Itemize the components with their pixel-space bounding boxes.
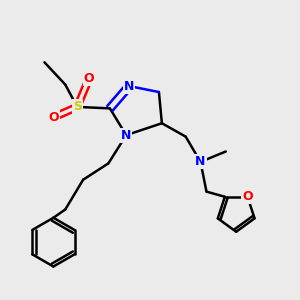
Text: O: O bbox=[48, 111, 59, 124]
Text: N: N bbox=[195, 155, 206, 168]
Text: N: N bbox=[121, 129, 131, 142]
Text: N: N bbox=[124, 80, 134, 93]
Text: S: S bbox=[73, 100, 82, 113]
Text: O: O bbox=[84, 72, 94, 85]
Text: O: O bbox=[242, 190, 253, 203]
